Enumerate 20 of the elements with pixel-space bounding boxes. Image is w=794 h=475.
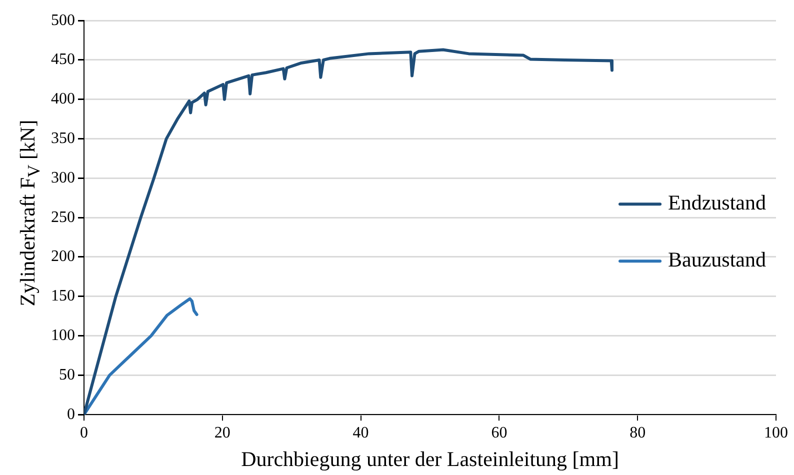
y-tick-label: 100 — [51, 327, 75, 344]
x-tick-label: 20 — [214, 424, 230, 442]
x-axis-title: Durchbiegung unter der Lasteinleitung [mm] — [241, 446, 619, 471]
x-tick-label: 60 — [491, 424, 508, 442]
legend-label: Bauzustand — [668, 248, 766, 272]
y-tick-label: 250 — [51, 208, 75, 226]
y-tick-label: 150 — [51, 288, 75, 305]
x-tick-label: 80 — [630, 424, 646, 442]
y-tick-label: 400 — [51, 90, 75, 108]
x-tick-label: 0 — [80, 424, 88, 442]
y-tick-label: 500 — [51, 12, 75, 29]
y-tick-label: 50 — [59, 366, 75, 384]
x-tick-label: 40 — [352, 424, 369, 442]
y-tick-label: 450 — [51, 51, 75, 68]
y-tick-label: 200 — [51, 248, 75, 266]
y-tick-label: 300 — [51, 169, 75, 186]
y-tick-label: 350 — [51, 130, 75, 148]
legend-label: Endzustand — [668, 190, 766, 215]
x-tick-label: 100 — [764, 424, 788, 442]
y-tick-label: 0 — [67, 406, 75, 423]
